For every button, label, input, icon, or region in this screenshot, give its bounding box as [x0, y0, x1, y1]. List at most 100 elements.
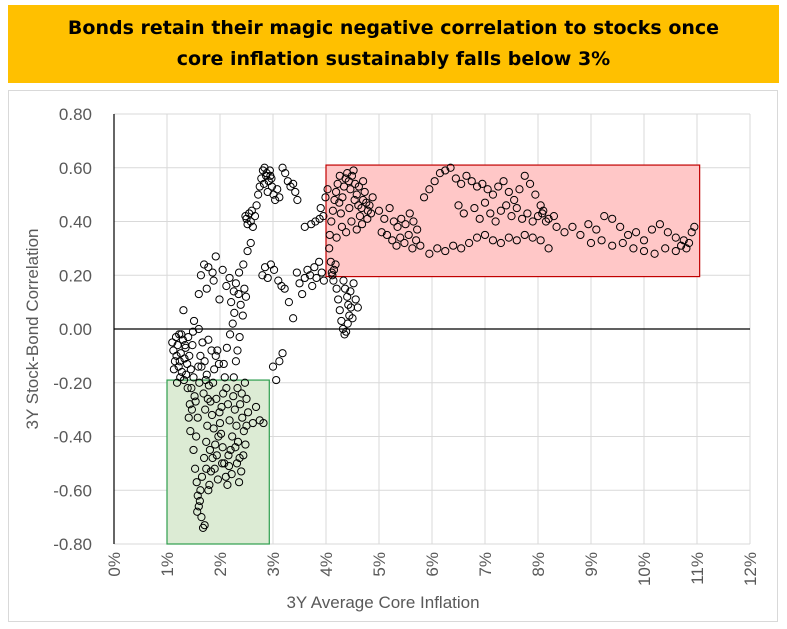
data-point: [349, 279, 358, 288]
data-point: [211, 440, 220, 449]
data-point: [600, 212, 609, 221]
x-tick-label: 5%: [370, 552, 389, 577]
data-point: [380, 214, 389, 223]
data-point: [684, 238, 694, 248]
data-point: [254, 190, 263, 199]
data-point: [186, 365, 195, 374]
data-point: [363, 214, 372, 223]
data-point: [328, 206, 337, 215]
x-tick-label: 7%: [476, 552, 495, 577]
x-tick-label: 10%: [635, 552, 654, 586]
data-point: [382, 230, 392, 240]
data-point: [194, 289, 203, 299]
data-point: [207, 410, 217, 420]
data-point: [241, 440, 250, 449]
data-point: [171, 332, 181, 342]
data-point: [241, 212, 250, 221]
data-point: [451, 174, 460, 183]
data-point: [295, 279, 304, 288]
data-point: [494, 182, 503, 191]
data-point: [518, 214, 527, 223]
data-point: [204, 263, 213, 272]
data-point: [179, 306, 188, 315]
data-point: [392, 241, 401, 250]
data-point: [340, 284, 350, 293]
y-tick-label: 0.20: [59, 266, 92, 285]
data-point: [197, 472, 207, 481]
data-point: [275, 357, 284, 366]
data-point: [172, 378, 182, 387]
data-point: [478, 179, 487, 188]
data-point: [616, 222, 625, 231]
data-point: [169, 365, 178, 374]
data-point: [365, 201, 374, 210]
data-point: [608, 241, 617, 250]
data-point: [251, 402, 261, 412]
data-point: [357, 220, 367, 229]
data-point: [170, 357, 180, 366]
data-point: [480, 198, 490, 207]
data-point: [347, 217, 356, 226]
data-point: [549, 212, 559, 221]
data-point: [441, 246, 450, 256]
data-point: [472, 182, 482, 191]
data-point: [225, 330, 235, 339]
data-point: [200, 453, 209, 463]
data-point: [350, 195, 359, 205]
data-point: [311, 217, 320, 226]
data-point: [592, 225, 601, 234]
data-point: [433, 244, 442, 253]
x-tick-label: 4%: [317, 552, 336, 577]
data-point: [248, 222, 257, 231]
y-tick-label: -0.60: [53, 481, 92, 500]
data-point: [298, 289, 307, 299]
data-point: [335, 306, 344, 315]
x-tick-label: 9%: [582, 552, 601, 577]
data-point: [187, 405, 197, 414]
data-point: [465, 238, 474, 248]
data-point: [329, 265, 339, 274]
data-point: [544, 214, 553, 223]
data-point: [202, 437, 211, 446]
data-point: [342, 327, 351, 336]
data-point: [677, 241, 686, 250]
data-point: [211, 252, 220, 261]
data-point: [209, 424, 218, 433]
data-point: [179, 375, 189, 385]
data-point: [393, 222, 402, 231]
data-point: [329, 276, 338, 285]
x-tick-label: 3%: [264, 552, 283, 577]
data-point: [189, 373, 198, 382]
data-point: [275, 193, 284, 202]
x-axis-title: 3Y Average Core Inflation: [286, 593, 479, 612]
data-point: [239, 260, 248, 269]
data-point: [237, 389, 246, 398]
data-point: [687, 228, 696, 237]
data-point: [351, 295, 360, 304]
data-point: [343, 292, 352, 301]
data-point: [208, 268, 217, 277]
data-point: [388, 236, 397, 245]
data-point: [196, 271, 206, 280]
data-point: [499, 177, 508, 186]
data-point: [197, 362, 206, 371]
data-point: [334, 295, 343, 304]
data-point: [523, 209, 532, 218]
data-point: [533, 212, 543, 221]
data-point: [496, 206, 505, 215]
data-point: [347, 171, 357, 180]
data-point: [317, 268, 326, 277]
data-point: [289, 179, 298, 188]
data-point: [199, 389, 208, 398]
data-point: [401, 220, 410, 229]
data-point: [184, 332, 193, 342]
data-point: [236, 300, 245, 309]
title-banner: Bonds retain their magic negative correl…: [8, 5, 779, 83]
data-point: [223, 400, 233, 409]
data-point: [188, 341, 197, 350]
data-point: [193, 507, 202, 516]
data-point: [194, 362, 203, 371]
data-point: [190, 464, 200, 473]
low-inflation-region: [166, 379, 270, 545]
